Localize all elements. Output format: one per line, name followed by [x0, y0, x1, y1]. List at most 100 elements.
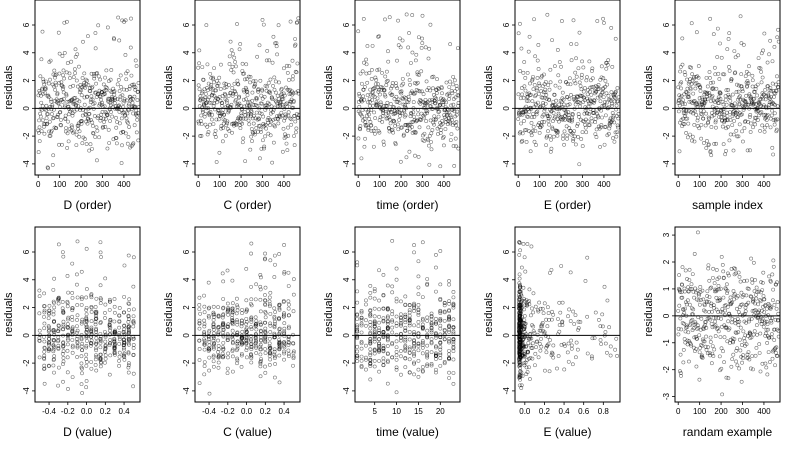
data-point: [89, 97, 94, 102]
data-point: [381, 345, 386, 350]
data-point: [359, 321, 364, 326]
data-point: [754, 345, 759, 350]
data-point: [718, 91, 723, 96]
data-point: [746, 120, 750, 124]
data-point: [456, 100, 460, 105]
data-point: [368, 340, 373, 345]
data-point: [368, 330, 373, 335]
data-point: [227, 109, 231, 113]
data-point: [382, 92, 387, 97]
data-point: [452, 164, 457, 168]
data-point: [705, 289, 710, 294]
data-point: [368, 358, 373, 363]
data-point: [263, 293, 267, 297]
data-point: [355, 327, 360, 332]
data-point: [44, 79, 48, 84]
data-point: [384, 79, 389, 84]
data-point: [235, 81, 240, 86]
data-point: [719, 316, 723, 321]
data-point: [762, 129, 767, 134]
data-point: [291, 349, 296, 354]
data-point: [390, 127, 395, 132]
data-point: [699, 316, 704, 321]
data-point: [385, 78, 390, 83]
data-point: [240, 69, 245, 73]
data-point: [295, 20, 300, 25]
x-tick-label: 0: [196, 180, 201, 189]
data-point: [57, 71, 62, 76]
data-point: [577, 30, 582, 35]
data-point: [548, 149, 553, 154]
data-point: [94, 309, 99, 314]
y-tick-label: 0: [502, 333, 511, 338]
data-point: [682, 70, 687, 75]
data-point: [708, 340, 713, 344]
data-point: [117, 337, 122, 342]
data-point: [576, 135, 580, 139]
data-point: [84, 344, 89, 348]
data-point: [270, 160, 275, 165]
data-point: [407, 370, 412, 375]
data-point: [51, 115, 56, 120]
data-point: [600, 86, 605, 91]
data-point: [73, 71, 77, 75]
data-point: [413, 91, 418, 96]
data-point: [574, 340, 579, 345]
data-point: [211, 359, 216, 364]
data-point: [678, 352, 683, 357]
data-point: [244, 348, 249, 352]
data-point: [260, 17, 265, 22]
data-point: [368, 100, 372, 104]
data-point: [547, 98, 552, 102]
data-point: [79, 269, 84, 274]
data-point: [368, 123, 373, 128]
data-point: [267, 295, 272, 300]
data-point: [569, 93, 573, 97]
data-point: [532, 139, 537, 144]
data-point: [207, 343, 212, 348]
data-point: [249, 354, 254, 359]
data-point: [368, 291, 373, 295]
data-point: [451, 382, 456, 386]
data-point: [451, 357, 456, 362]
data-point: [741, 42, 746, 47]
data-point: [738, 97, 743, 102]
data-point: [131, 307, 136, 312]
data-point: [206, 97, 210, 102]
data-point: [235, 319, 240, 324]
data-point: [56, 343, 61, 348]
data-point: [84, 287, 89, 291]
data-point: [253, 297, 258, 302]
data-point: [431, 86, 435, 91]
data-point: [103, 356, 108, 361]
data-point: [113, 101, 117, 106]
data-point: [272, 123, 276, 128]
data-point: [772, 122, 777, 127]
data-point: [756, 302, 761, 307]
data-point: [56, 338, 61, 343]
data-point: [97, 135, 101, 140]
data-point: [448, 138, 453, 143]
y-tick-label: 2: [662, 259, 671, 264]
data-point: [738, 325, 743, 330]
data-point: [599, 108, 604, 113]
data-point: [268, 133, 273, 138]
data-point: [393, 124, 397, 128]
data-point: [399, 336, 403, 340]
data-point: [544, 345, 549, 350]
data-point: [776, 80, 780, 85]
data-point: [741, 293, 746, 298]
data-point: [266, 80, 271, 85]
data-point: [121, 100, 126, 105]
data-point: [523, 109, 527, 114]
data-point: [549, 146, 554, 151]
data-point: [517, 253, 522, 257]
data-point: [364, 357, 368, 362]
data-point: [227, 62, 232, 66]
data-point: [425, 281, 430, 286]
data-point: [131, 284, 136, 289]
data-point: [86, 83, 91, 87]
x-axis-label: C (value): [223, 425, 272, 439]
data-point: [213, 128, 218, 133]
data-point: [382, 104, 387, 108]
